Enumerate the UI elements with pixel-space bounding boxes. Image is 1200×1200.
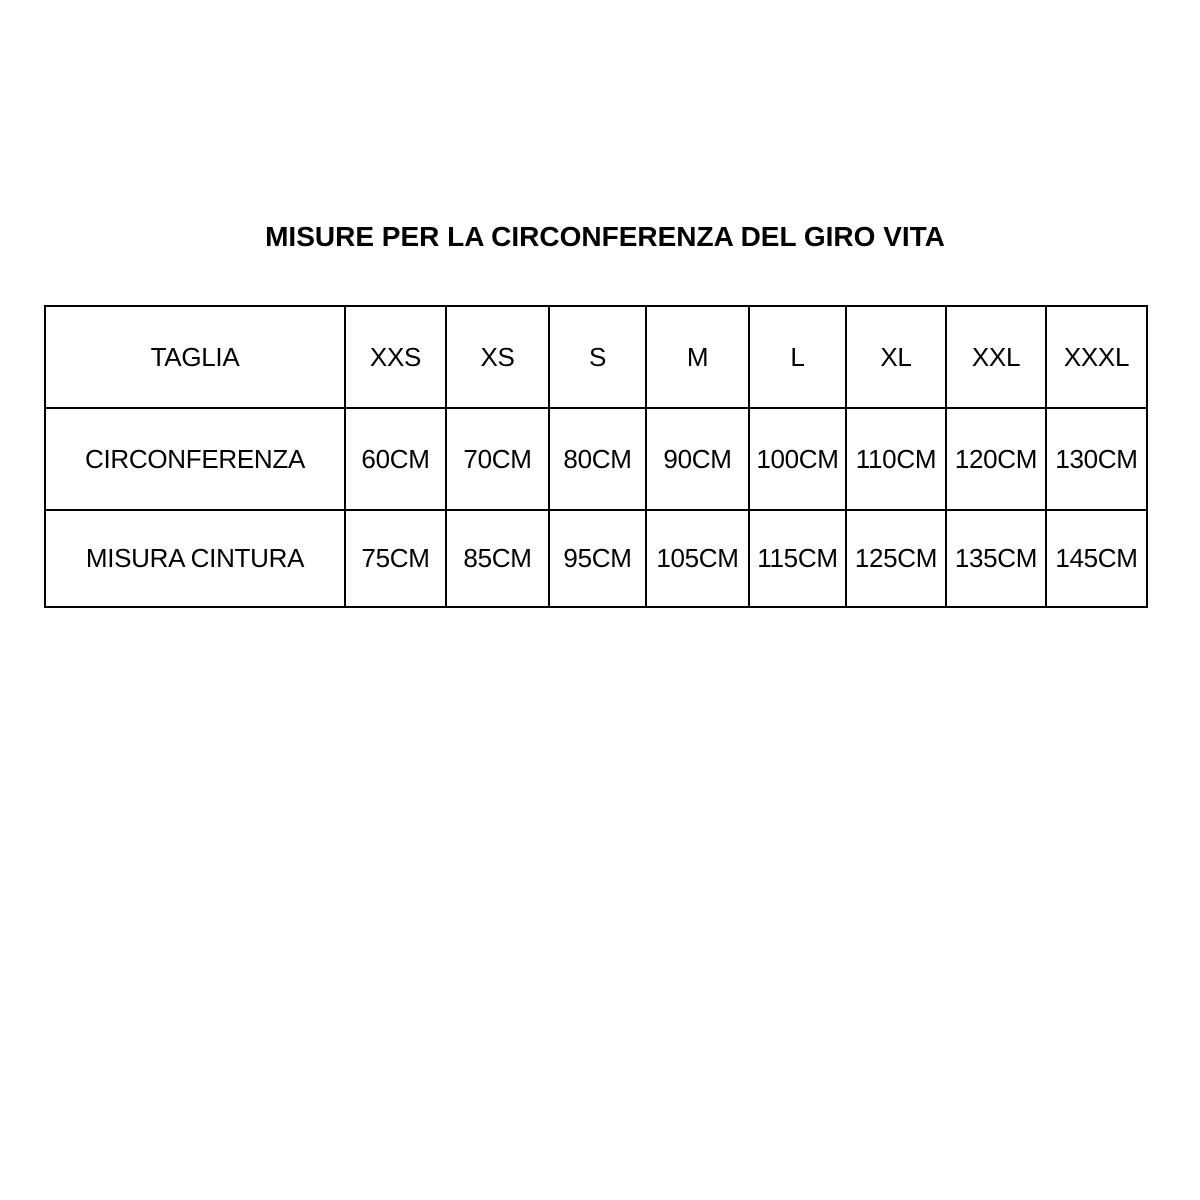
page-title: MISURE PER LA CIRCONFERENZA DEL GIRO VIT… bbox=[265, 221, 945, 252]
size-row-cell: S bbox=[550, 307, 647, 409]
circumference-row-cell: 110CM bbox=[847, 409, 947, 511]
size-row-cell: XXL bbox=[947, 307, 1047, 409]
size-row-cell: L bbox=[750, 307, 847, 409]
circumference-row-cell: 70CM bbox=[447, 409, 550, 511]
belt-size-row-cell: 95CM bbox=[550, 511, 647, 608]
belt-size-row-cell: 135CM bbox=[947, 511, 1047, 608]
size-table: TAGLIA XXS XS S M L XL XXL XXXL CIRCONFERENZA 60CM… bbox=[44, 305, 1148, 608]
circumference-row-cell: 100CM bbox=[750, 409, 847, 511]
circumference-row-cell: 130CM bbox=[1047, 409, 1148, 511]
belt-size-row-cell: 75CM bbox=[346, 511, 447, 608]
circumference-row-cell: 60CM bbox=[346, 409, 447, 511]
size-row-cell: M bbox=[647, 307, 750, 409]
belt-size-row-cell: 85CM bbox=[447, 511, 550, 608]
size-row-cell: XXS bbox=[346, 307, 447, 409]
circumference-row-cell: 80CM bbox=[550, 409, 647, 511]
belt-size-row-label: MISURA CINTURA bbox=[46, 511, 346, 608]
belt-size-row-cell: 115CM bbox=[750, 511, 847, 608]
size-row-cell: XS bbox=[447, 307, 550, 409]
circumference-row-cell: 90CM bbox=[647, 409, 750, 511]
circumference-row-label: CIRCONFERENZA bbox=[46, 409, 346, 511]
belt-size-row-cell: 145CM bbox=[1047, 511, 1148, 608]
belt-size-row-cell: 125CM bbox=[847, 511, 947, 608]
belt-size-row-cell: 105CM bbox=[647, 511, 750, 608]
size-row-cell: XXXL bbox=[1047, 307, 1148, 409]
circumference-row-cell: 120CM bbox=[947, 409, 1047, 511]
size-row-cell: XL bbox=[847, 307, 947, 409]
size-row-label: TAGLIA bbox=[46, 307, 346, 409]
